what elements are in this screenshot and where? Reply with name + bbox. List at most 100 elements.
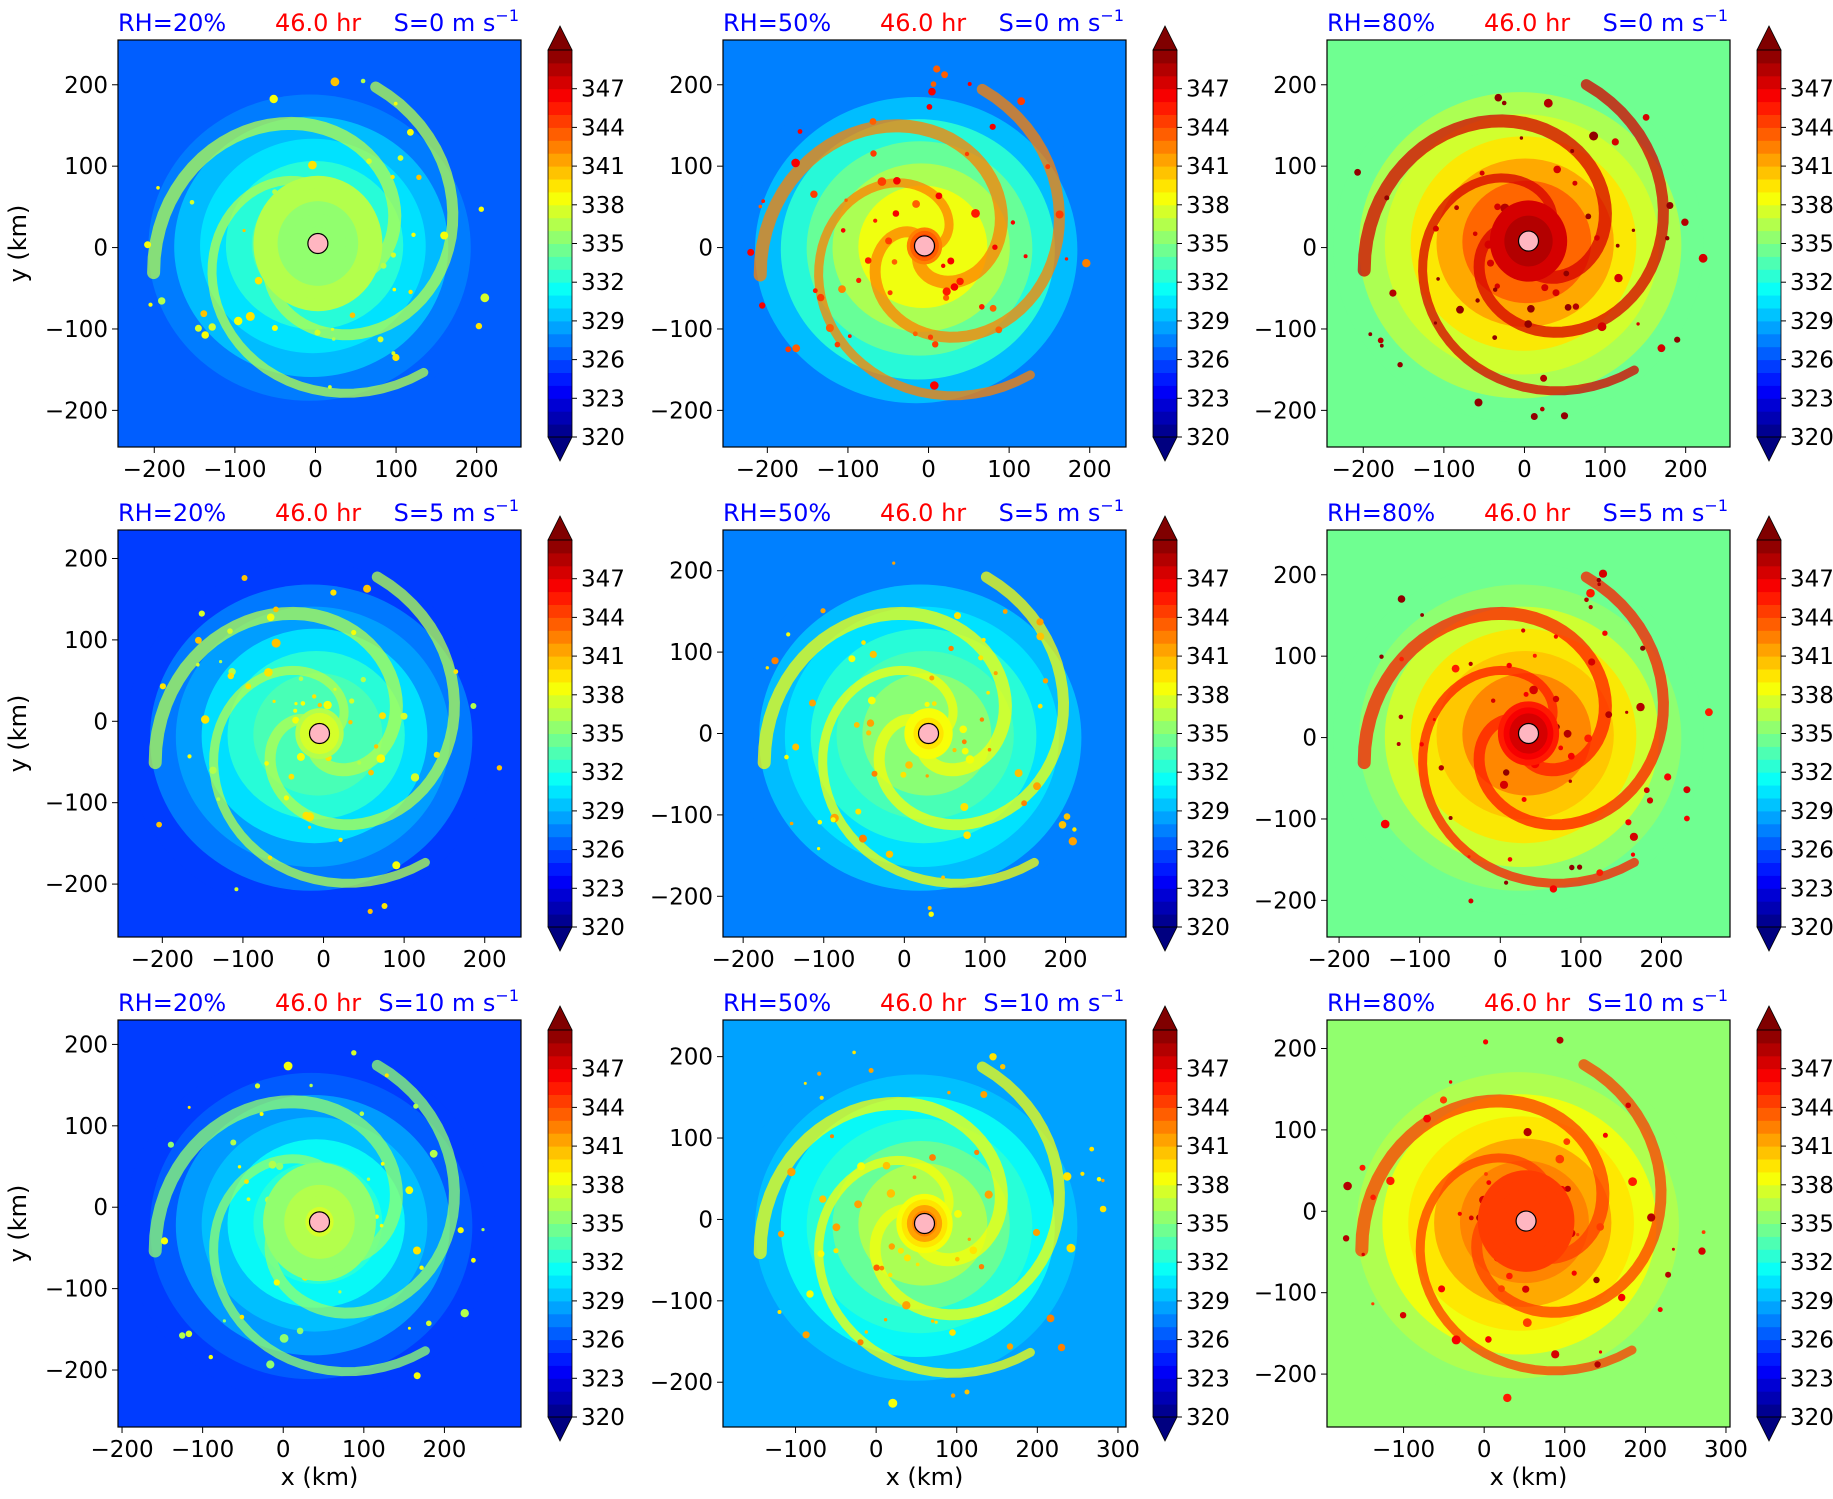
- colorbar-segment: [1153, 372, 1177, 386]
- colorbar-segment: [548, 875, 572, 889]
- convective-cell: [1586, 588, 1595, 598]
- convective-cell: [797, 129, 803, 134]
- colorbar-tick-label: 338: [1790, 683, 1833, 709]
- convective-cell: [429, 1149, 438, 1158]
- convective-cell: [1448, 816, 1453, 820]
- convective-cell: [300, 701, 306, 706]
- convective-cell: [980, 1091, 988, 1098]
- rainband: [873, 571, 1070, 831]
- convective-cell: [869, 118, 877, 125]
- convective-cell: [1472, 231, 1478, 237]
- colorbar-segment: [1153, 875, 1177, 889]
- y-tick-label: 0: [93, 236, 108, 262]
- colorbar-tick-label: 338: [581, 683, 625, 709]
- panel-title-time: 46.0 hr: [275, 989, 361, 1017]
- colorbar-segment: [1757, 759, 1781, 773]
- convective-cell: [1436, 277, 1440, 281]
- convective-cell: [1563, 1138, 1571, 1145]
- convective-cell: [810, 190, 818, 198]
- x-tick-label: 200: [1068, 457, 1112, 483]
- colorbar-segment: [548, 1107, 572, 1121]
- convective-cell: [1577, 864, 1583, 870]
- convective-cell: [1468, 898, 1474, 904]
- x-tick-label: 0: [308, 457, 323, 483]
- panel-title-time: 46.0 hr: [1484, 989, 1570, 1017]
- convective-cell: [377, 336, 384, 343]
- convective-cell: [817, 1071, 822, 1076]
- colorbar-tick-label: 335: [581, 232, 625, 258]
- colorbar-segment: [548, 1042, 572, 1057]
- convective-cell: [1541, 284, 1549, 292]
- storm-center-marker: [1515, 1210, 1537, 1232]
- x-tick-label: −100: [816, 457, 879, 483]
- colorbar-segment: [1757, 1352, 1781, 1366]
- colorbar-segment: [1757, 733, 1781, 747]
- colorbar-tick-label: 320: [1186, 425, 1230, 451]
- colorbar-segment: [548, 114, 572, 128]
- convective-cell: [1598, 569, 1608, 578]
- panel-title-rh: RH=50%: [723, 989, 831, 1017]
- colorbar-segment: [1153, 1300, 1177, 1315]
- convective-cell: [330, 77, 340, 87]
- colorbar-extend-max: [1756, 1005, 1782, 1031]
- colorbar-tick-label: 332: [1790, 270, 1833, 296]
- convective-cell: [1036, 632, 1045, 641]
- y-tick-label: 100: [669, 154, 713, 180]
- convective-cell: [331, 337, 336, 341]
- convective-cell: [882, 1161, 891, 1170]
- colorbar-segment: [1153, 836, 1177, 851]
- colorbar-tick-label: 347: [1186, 567, 1230, 593]
- panel-title-rh: RH=80%: [1327, 9, 1435, 37]
- convective-cell: [351, 1050, 357, 1056]
- colorbar-tick-label: 320: [581, 425, 625, 451]
- colorbar-tick-label: 347: [581, 567, 625, 593]
- colorbar-segment: [548, 346, 572, 361]
- convective-cell: [273, 1279, 280, 1286]
- convective-cell: [330, 327, 335, 331]
- convective-cell: [1423, 1114, 1431, 1123]
- convective-cell: [825, 324, 834, 332]
- convective-cell: [222, 1319, 226, 1323]
- convective-cell: [989, 304, 997, 312]
- convective-cell: [912, 1175, 917, 1180]
- colorbar-segment: [548, 720, 572, 734]
- convective-cell: [777, 1230, 785, 1238]
- convective-cell: [349, 698, 355, 704]
- colorbar-segment: [1757, 217, 1781, 232]
- convective-cell: [1036, 618, 1044, 626]
- colorbar-tick-label: 332: [1186, 270, 1230, 296]
- convective-cell: [266, 1360, 275, 1369]
- convective-cell: [267, 855, 273, 860]
- colorbar-segment: [548, 256, 572, 270]
- convective-cell: [1066, 1243, 1076, 1253]
- x-tick-label: 100: [963, 947, 1007, 973]
- colorbar-segment: [548, 295, 572, 309]
- convective-cell: [989, 123, 996, 130]
- colorbar-segment: [548, 540, 572, 554]
- convective-cell: [408, 289, 413, 295]
- colorbar-tick-label: 326: [1790, 838, 1833, 864]
- convective-cell: [950, 1393, 956, 1398]
- x-tick-label: 0: [921, 457, 936, 483]
- x-tick-label: 100: [1543, 1437, 1587, 1463]
- storm-center-marker: [1517, 722, 1540, 745]
- convective-cell: [892, 561, 896, 565]
- colorbar-segment: [548, 1133, 572, 1147]
- convective-cell: [867, 696, 876, 705]
- panel-title-shear: S=0 m s−1: [394, 6, 519, 37]
- convective-cell: [1646, 797, 1654, 804]
- convective-cell: [393, 101, 398, 106]
- convective-cell: [363, 584, 372, 593]
- convective-cell: [802, 1331, 810, 1339]
- colorbar-segment: [1153, 798, 1177, 812]
- convective-cell: [457, 1227, 464, 1234]
- convective-cell: [947, 1090, 951, 1095]
- convective-cell: [912, 331, 918, 337]
- convective-cell: [144, 241, 152, 249]
- convective-cell: [929, 1154, 936, 1161]
- colorbar-segment: [548, 617, 572, 631]
- x-axis-label: x (km): [886, 1463, 964, 1491]
- convective-cell: [1484, 1172, 1488, 1176]
- x-tick-label: 200: [1044, 947, 1088, 973]
- colorbar-segment: [1757, 398, 1781, 412]
